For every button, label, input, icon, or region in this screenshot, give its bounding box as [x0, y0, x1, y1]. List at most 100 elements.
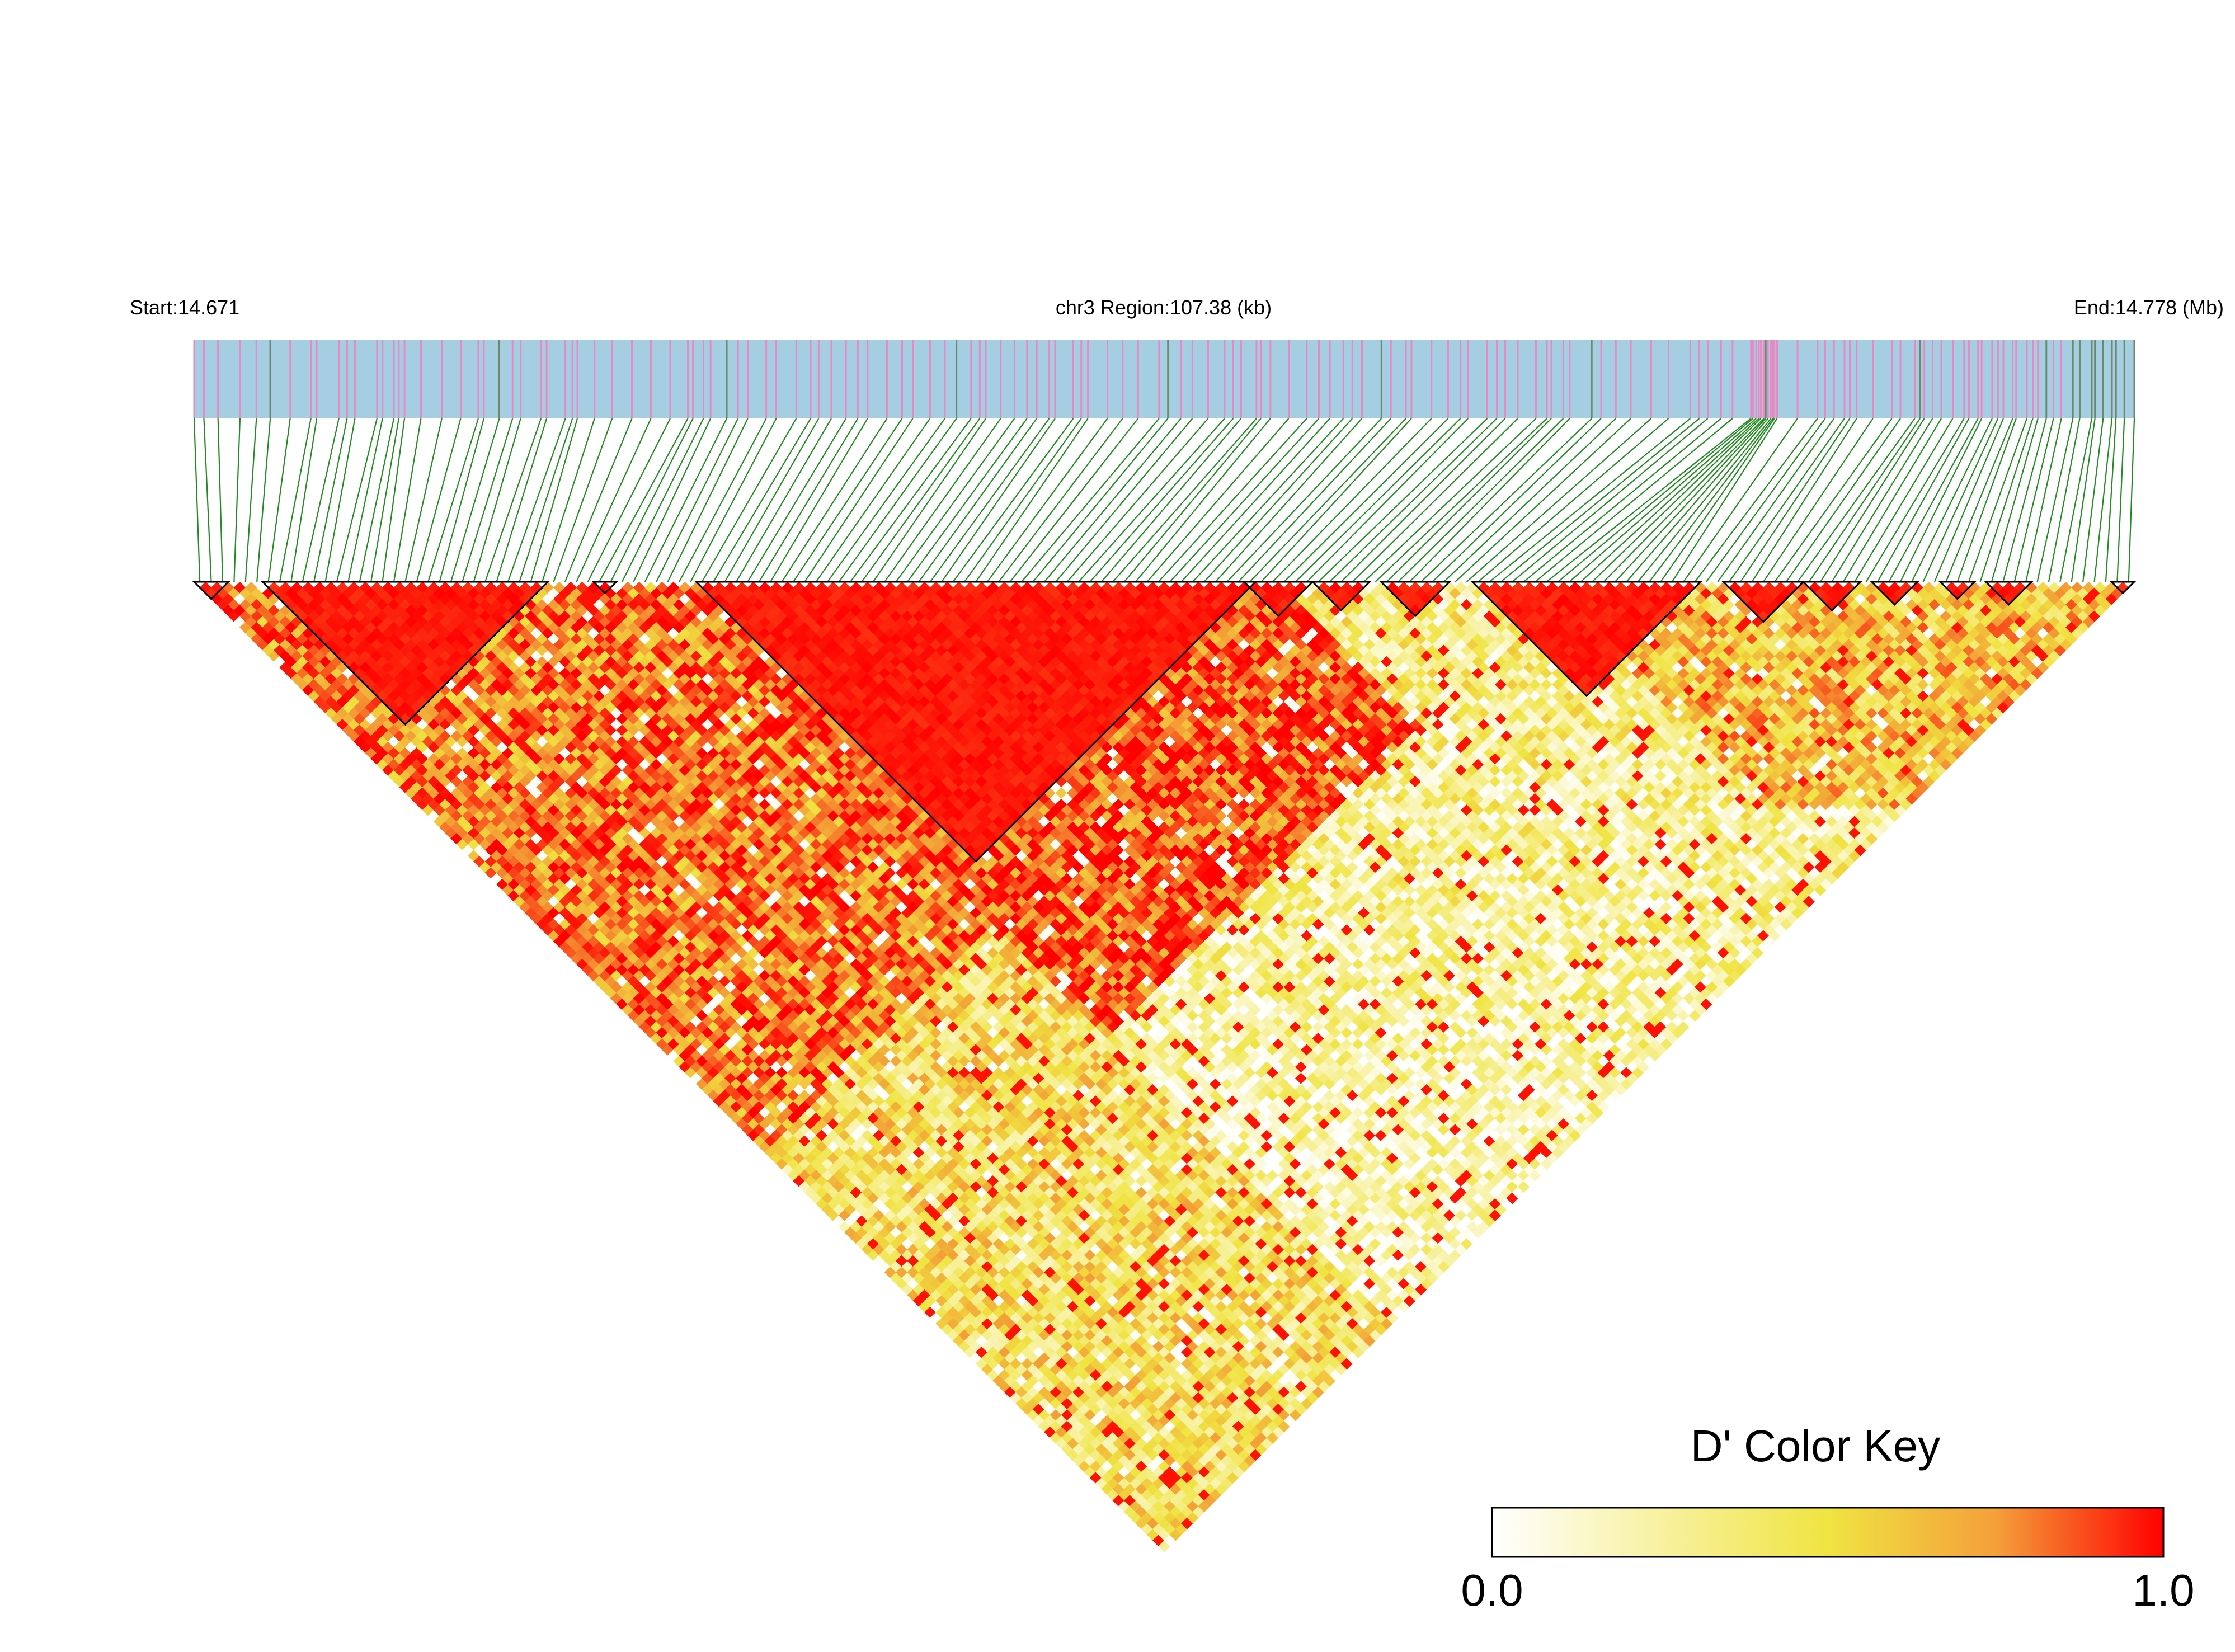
- snp-connector: [998, 418, 1123, 582]
- snp-connector: [1706, 418, 1826, 582]
- snp-connector: [324, 418, 356, 582]
- snp-connector: [690, 418, 777, 582]
- snp-connector: [1945, 418, 2013, 582]
- snp-connector: [393, 418, 422, 582]
- snp-connector: [1295, 418, 1461, 582]
- snp-connector: [1375, 418, 1547, 582]
- snp-connector: [1512, 418, 1709, 582]
- snp-connector: [2093, 418, 2113, 582]
- snp-connector: [2036, 418, 2074, 582]
- snp-connector: [1785, 418, 1901, 582]
- snp-connector: [1956, 418, 2017, 582]
- snp-connector: [2105, 418, 2117, 582]
- snp-connector: [644, 418, 728, 582]
- snp-connector: [1329, 418, 1498, 582]
- snp-connector: [1614, 418, 1766, 582]
- snp-connector: [1466, 418, 1652, 582]
- snp-connector: [1523, 418, 1722, 582]
- snp-connector: [193, 418, 201, 582]
- snp-connector: [1135, 418, 1271, 582]
- ld-cell: [233, 582, 246, 594]
- snp-connector: [850, 418, 972, 582]
- snp-connector: [1043, 418, 1182, 582]
- snp-connector: [530, 418, 578, 582]
- snp-connector: [1899, 418, 1983, 582]
- snp-connector: [793, 418, 903, 582]
- snp-connector: [1649, 418, 1773, 582]
- snp-connector: [1306, 418, 1469, 582]
- snp-connector: [450, 418, 500, 582]
- snp-connector: [1842, 418, 1942, 582]
- snp-connector: [1671, 418, 1778, 582]
- snp-connector: [416, 418, 462, 582]
- snp-position-marks: [193, 340, 2135, 418]
- snp-connector: [1272, 418, 1432, 582]
- snp-connector: [302, 418, 340, 582]
- snp-connector: [1569, 418, 1757, 582]
- snp-connector: [1238, 418, 1392, 582]
- snp-connector: [1637, 418, 1772, 582]
- snp-connector: [2013, 418, 2054, 582]
- snp-connector: [1192, 418, 1344, 582]
- snp-connector: [827, 418, 945, 582]
- snp-connector: [1112, 418, 1257, 582]
- snp-connector: [929, 418, 1050, 582]
- snp-connector: [986, 418, 1108, 582]
- snp-connector: [656, 418, 739, 582]
- snp-connector: [1260, 418, 1412, 582]
- snp-connector: [233, 418, 241, 582]
- snp-connector: [872, 418, 986, 582]
- snp-connector: [1249, 418, 1406, 582]
- snp-connector: [1352, 418, 1518, 582]
- snp-connector: [1751, 418, 1857, 582]
- snp-connector: [2128, 418, 2135, 582]
- snp-connector: [975, 418, 1089, 582]
- snp-connector: [1455, 418, 1631, 582]
- snp-connector: [1877, 418, 1970, 582]
- snp-connector: [758, 418, 859, 582]
- snp-connector: [1066, 418, 1209, 582]
- snp-connector: [895, 418, 1015, 582]
- snp-connector: [1009, 418, 1139, 582]
- snp-connector: [1774, 418, 1893, 582]
- snp-connector: [1888, 418, 1979, 582]
- snp-connector-lines: [193, 418, 2135, 582]
- snp-connector: [1180, 418, 1330, 582]
- snp-connector: [747, 418, 847, 582]
- snp-connector: [781, 418, 888, 582]
- ld-cell: [211, 582, 223, 594]
- snp-connector: [1169, 418, 1320, 582]
- snp-connector: [713, 418, 811, 582]
- snp-connector: [473, 418, 521, 582]
- snp-connector: [918, 418, 1038, 582]
- snp-connector: [610, 418, 694, 582]
- snp-connector: [1318, 418, 1488, 582]
- snp-connector: [1398, 418, 1564, 582]
- snp-connector: [1078, 418, 1225, 582]
- snp-connector: [382, 418, 406, 582]
- snp-connector: [1055, 418, 1193, 582]
- snp-connector: [1478, 418, 1669, 582]
- snp-connector: [564, 418, 633, 582]
- snp-connector: [667, 418, 749, 582]
- snp-connector: [861, 418, 981, 582]
- snp-connector: [952, 418, 1074, 582]
- snp-connector: [1386, 418, 1552, 582]
- snp-connector: [542, 418, 595, 582]
- snp-connector: [1694, 418, 1818, 582]
- snp-connector: [633, 418, 712, 582]
- snp-connector: [313, 418, 348, 582]
- snp-connector: [587, 418, 671, 582]
- snp-connector: [679, 418, 767, 582]
- snp-connector: [724, 418, 820, 582]
- snp-connector: [1933, 418, 2005, 582]
- snp-connector: [484, 418, 542, 582]
- snp-connector: [1660, 418, 1775, 582]
- snp-connector: [1820, 418, 1925, 582]
- snp-connector: [496, 418, 548, 582]
- gene-track-bar: [194, 340, 2134, 418]
- snp-connector: [599, 418, 689, 582]
- snp-connector: [404, 418, 443, 582]
- snp-connector: [1831, 418, 1933, 582]
- snp-connector: [1215, 418, 1363, 582]
